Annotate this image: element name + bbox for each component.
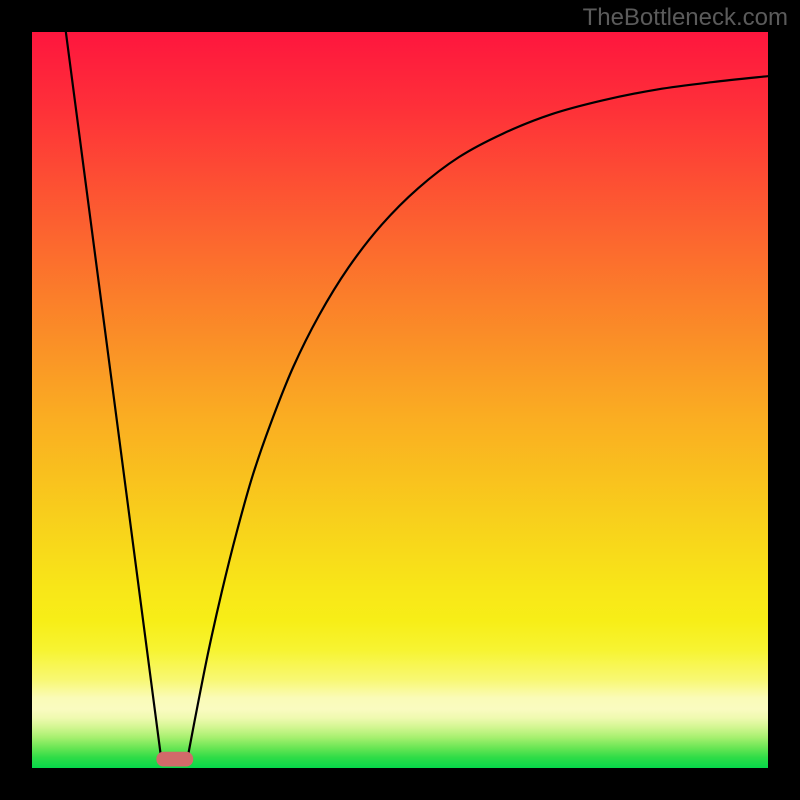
vertex-marker xyxy=(156,752,193,767)
gradient-background xyxy=(32,32,768,768)
attribution-text: TheBottleneck.com xyxy=(583,4,788,32)
plot-area xyxy=(32,32,768,768)
chart-frame: TheBottleneck.com xyxy=(0,0,800,800)
plot-svg xyxy=(32,32,768,768)
